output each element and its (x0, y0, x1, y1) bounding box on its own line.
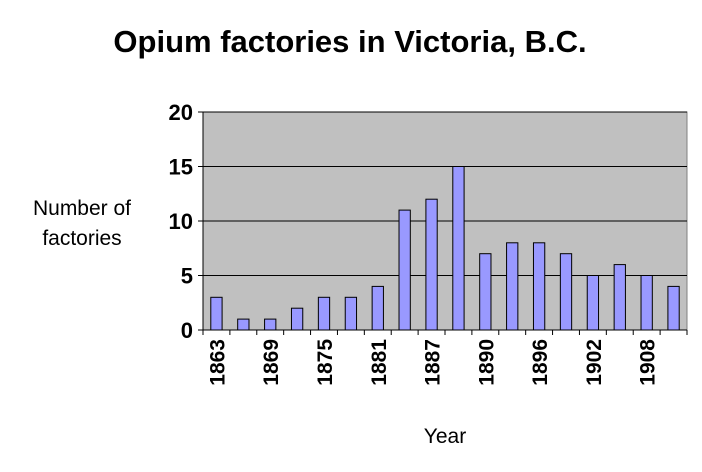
x-ticks: 1863 1869 1875 1881 1887 1890 1896 1902 1908 (202, 330, 688, 386)
bar-1869 (264, 318, 277, 331)
x-tick-label-1908: 1908 (637, 339, 660, 386)
bar-1911 (667, 285, 680, 331)
x-tick-label-1890: 1890 (475, 339, 498, 386)
x-tick-label-1869: 1869 (260, 339, 283, 386)
x-tick-label-1887: 1887 (422, 339, 445, 386)
chart-title: Opium factories in Victoria, B.C. (113, 24, 586, 59)
bar-1875 (317, 296, 331, 331)
x-tick-label-1902: 1902 (583, 339, 606, 386)
y-ticks: 0 5 10 15 20 (169, 100, 203, 343)
bar-1908 (640, 275, 653, 331)
bar-1902 (586, 275, 600, 331)
y-axis-label-line-1: Number of (33, 197, 131, 220)
bar-1872 (290, 307, 304, 331)
y-tick-label-15: 15 (169, 155, 193, 180)
bar-1905 (613, 264, 626, 331)
x-tick-label-1863: 1863 (206, 339, 229, 386)
x-tick-label-1881: 1881 (368, 339, 391, 386)
x-tick-label-1896: 1896 (529, 339, 552, 386)
bar-1890 (479, 253, 492, 331)
bar-1884 (398, 209, 411, 331)
bar-1888 (452, 166, 465, 331)
y-axis-label-line-2: factories (42, 227, 121, 250)
y-tick-label-0: 0 (181, 318, 193, 343)
bar-1899 (559, 253, 573, 331)
x-axis-label: Year (424, 425, 466, 448)
bar-1866 (237, 318, 250, 331)
gridlines (203, 111, 687, 276)
x-tick-label-1875: 1875 (314, 339, 337, 386)
bar-1878 (344, 296, 358, 331)
bar-1887 (425, 198, 438, 331)
y-tick-label-20: 20 (169, 100, 193, 125)
bar-1893 (506, 242, 519, 331)
y-tick-label-10: 10 (169, 209, 193, 234)
bar-1896 (532, 242, 546, 331)
bar-1881 (371, 285, 384, 331)
y-tick-label-5: 5 (181, 264, 193, 289)
bar-1863 (210, 296, 223, 331)
bars (210, 166, 680, 331)
